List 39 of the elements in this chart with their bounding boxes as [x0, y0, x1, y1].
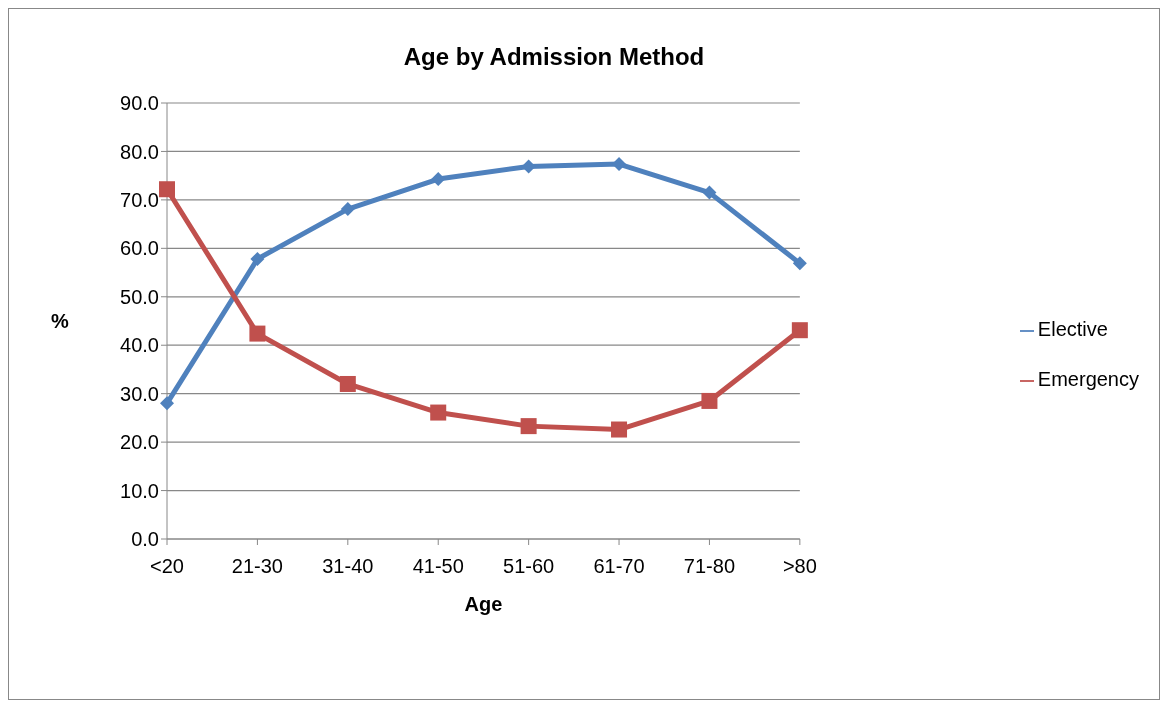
point	[792, 256, 807, 271]
point	[521, 159, 536, 174]
y-tick-label: 40.0	[120, 334, 159, 357]
x-axis-title: Age	[464, 593, 503, 615]
point	[340, 202, 355, 217]
x-tick-label: 31-40	[322, 555, 374, 578]
x-tick-label: 71-80	[683, 555, 736, 578]
x-tick-label: 61-70	[593, 555, 645, 578]
y-tick-label: 0.0	[131, 528, 159, 551]
x-tick-label: <20	[150, 555, 184, 578]
x-tick-label: 21-30	[231, 555, 283, 578]
x-tick-label: >80	[782, 555, 817, 578]
point	[702, 185, 717, 200]
y-tick-label: 80.0	[120, 140, 159, 163]
y-tick-label: 70.0	[120, 188, 159, 211]
point	[249, 325, 266, 342]
point	[612, 157, 627, 172]
x-tick-label: 51-60	[503, 555, 555, 578]
y-tick-label: 20.0	[120, 431, 159, 454]
y-tick-label: 50.0	[120, 285, 159, 308]
x-tick-label: 41-50	[412, 555, 464, 578]
point	[339, 375, 356, 392]
point	[611, 421, 628, 438]
point	[701, 392, 718, 409]
point	[791, 322, 808, 339]
chart-title: Age by Admission Method	[402, 43, 706, 71]
point	[520, 418, 537, 435]
y-tick-label: 30.0	[120, 382, 159, 405]
y-tick-label: 90.0	[120, 92, 159, 115]
y-tick-label: 10.0	[120, 479, 159, 502]
y-axis-title: %	[51, 310, 69, 333]
point	[430, 404, 447, 421]
point	[159, 181, 175, 198]
point	[250, 251, 265, 266]
point	[431, 172, 446, 187]
point	[160, 396, 174, 411]
y-tick-label: 60.0	[120, 237, 159, 260]
legend-label: Elective	[1037, 318, 1108, 340]
legend-label: Emergency	[1037, 368, 1139, 390]
